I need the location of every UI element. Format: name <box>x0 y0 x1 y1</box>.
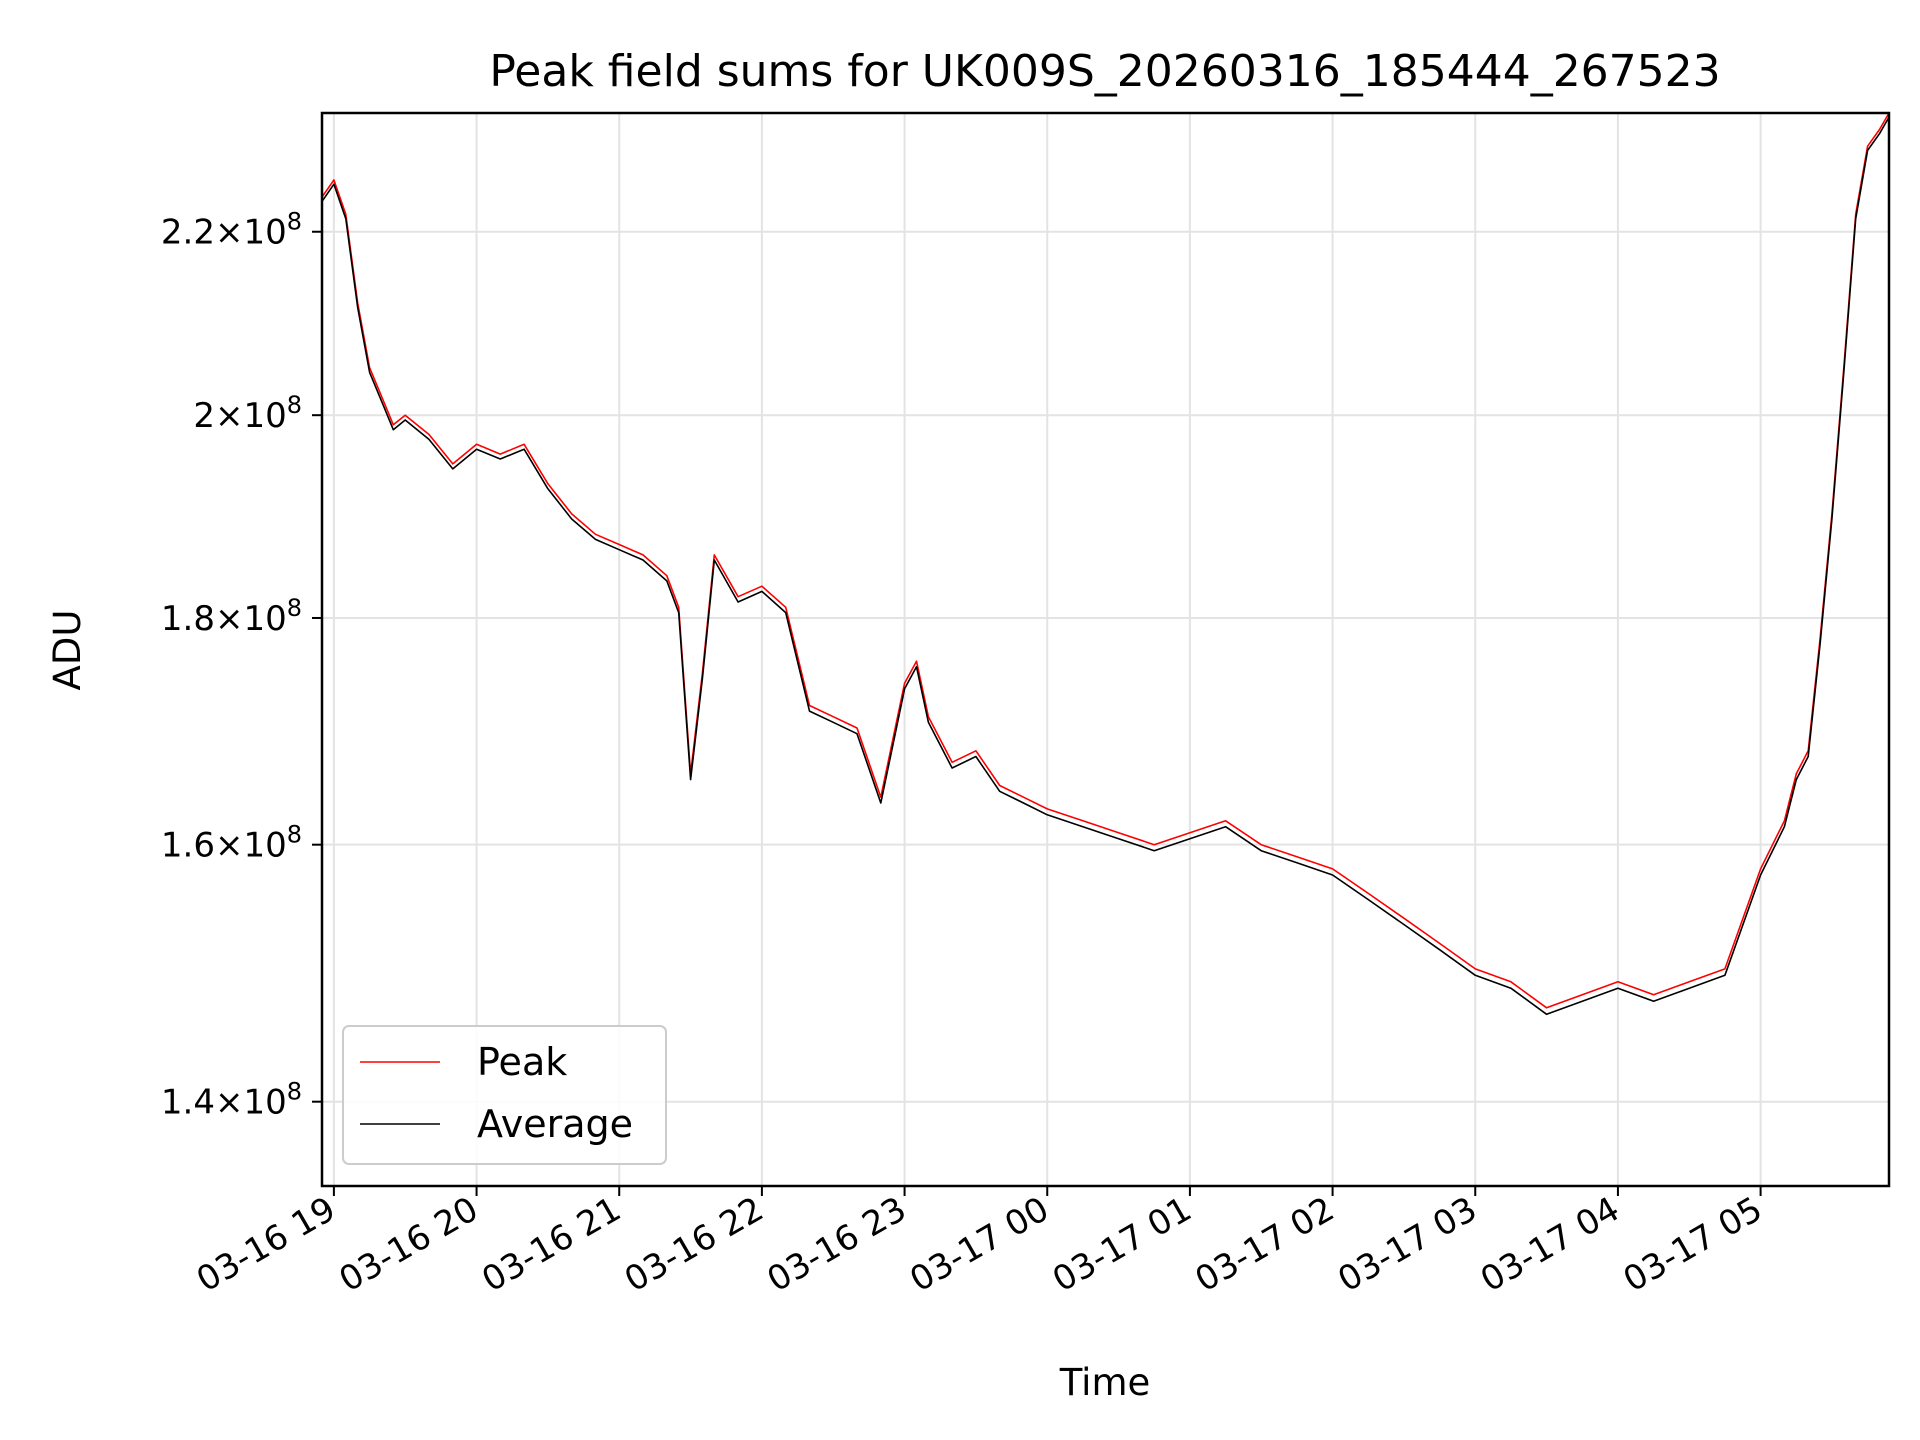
legend-label-peak: Peak <box>477 1040 567 1084</box>
x-axis-label: Time <box>1059 1361 1151 1404</box>
y-tick-label: 2×108 <box>193 391 302 436</box>
plot-area-frame <box>320 111 1891 1188</box>
legend-box <box>342 1025 667 1165</box>
chart-title: Peak field sums for UK009S_20260316_1854… <box>489 46 1720 97</box>
plot-series <box>321 112 1890 1016</box>
legend-label-average: Average <box>477 1102 633 1146</box>
series-line-peak <box>321 112 1890 1009</box>
y-axis-label: ADU <box>46 610 89 691</box>
y-tick-label: 1.6×108 <box>161 821 302 866</box>
grid-lines <box>322 113 1889 1186</box>
y-tick-label: 1.8×108 <box>161 594 302 639</box>
y-axis-ticks: 1.4×108 1.6×108 1.8×108 2×108 2.2×108 <box>161 208 322 1123</box>
series-line-average <box>321 116 1890 1016</box>
y-tick-label: 2.2×108 <box>161 208 302 253</box>
legend: Peak Average <box>342 1025 667 1165</box>
y-tick-label: 1.4×108 <box>161 1078 302 1123</box>
